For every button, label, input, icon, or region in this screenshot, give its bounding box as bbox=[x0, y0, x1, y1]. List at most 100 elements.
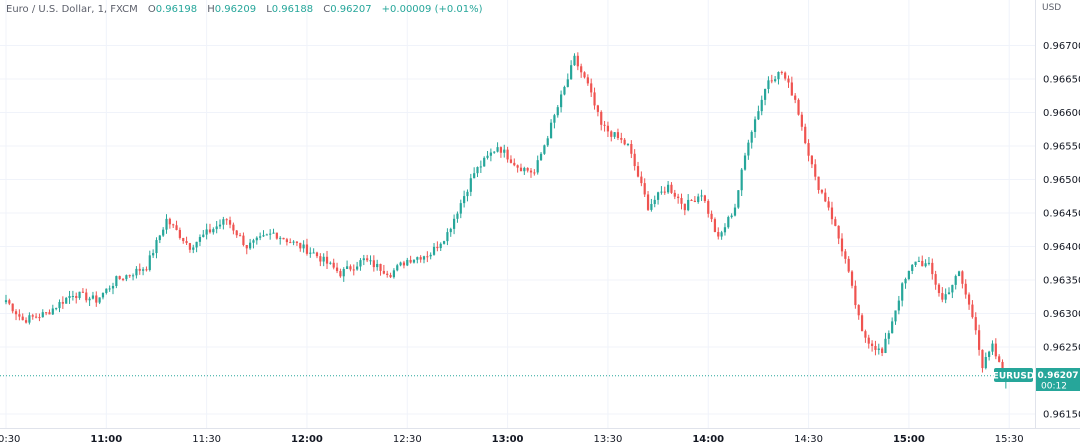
candle[interactable] bbox=[436, 241, 439, 252]
candle[interactable] bbox=[429, 252, 432, 260]
candle[interactable] bbox=[312, 248, 315, 254]
candle[interactable] bbox=[794, 93, 797, 104]
candle[interactable] bbox=[603, 120, 606, 132]
candle[interactable] bbox=[881, 347, 884, 357]
candle[interactable] bbox=[249, 238, 252, 250]
candle[interactable] bbox=[131, 273, 135, 281]
candle[interactable] bbox=[840, 233, 844, 257]
candle[interactable] bbox=[479, 160, 482, 173]
candle[interactable] bbox=[921, 255, 924, 267]
time-axis-ticks[interactable]: 10:30 11:00 11:30 12:00 12:30 13:00 13:30 14:00… bbox=[0, 434, 1080, 445]
candle[interactable] bbox=[412, 259, 416, 264]
candle[interactable] bbox=[319, 253, 322, 267]
candle[interactable] bbox=[650, 198, 653, 212]
candle[interactable] bbox=[51, 304, 54, 315]
candle[interactable] bbox=[135, 266, 138, 279]
candle[interactable] bbox=[981, 349, 984, 373]
candle[interactable] bbox=[38, 313, 41, 322]
candle[interactable] bbox=[111, 282, 115, 295]
candle[interactable] bbox=[369, 255, 372, 265]
candle[interactable] bbox=[596, 104, 599, 117]
candle[interactable] bbox=[359, 258, 362, 271]
candle[interactable] bbox=[713, 217, 717, 233]
candle[interactable] bbox=[656, 191, 660, 205]
candle[interactable] bbox=[636, 161, 640, 178]
candle[interactable] bbox=[924, 259, 927, 268]
candle[interactable] bbox=[34, 313, 38, 319]
candle[interactable] bbox=[292, 240, 295, 246]
candle[interactable] bbox=[178, 227, 181, 240]
candle[interactable] bbox=[85, 288, 88, 303]
candle[interactable] bbox=[98, 297, 101, 305]
candle[interactable] bbox=[590, 78, 593, 98]
candle[interactable] bbox=[680, 193, 683, 210]
candle[interactable] bbox=[345, 260, 349, 270]
candle[interactable] bbox=[466, 189, 469, 202]
candle[interactable] bbox=[974, 312, 977, 335]
candle[interactable] bbox=[402, 260, 406, 269]
candle[interactable] bbox=[750, 130, 753, 149]
candle[interactable] bbox=[573, 53, 576, 66]
candle[interactable] bbox=[372, 255, 375, 272]
candle[interactable] bbox=[222, 216, 225, 230]
candle[interactable] bbox=[526, 167, 529, 173]
candle[interactable] bbox=[894, 310, 897, 325]
candle[interactable] bbox=[71, 290, 74, 301]
candle[interactable] bbox=[322, 253, 325, 267]
candle[interactable] bbox=[339, 268, 342, 278]
candle[interactable] bbox=[61, 296, 64, 309]
candle[interactable] bbox=[824, 188, 827, 203]
candle[interactable] bbox=[255, 236, 258, 245]
candle[interactable] bbox=[600, 110, 603, 131]
candle[interactable] bbox=[790, 76, 793, 96]
candle[interactable] bbox=[148, 250, 151, 272]
candle[interactable] bbox=[740, 167, 743, 197]
candle[interactable] bbox=[867, 334, 870, 349]
candle[interactable] bbox=[533, 169, 536, 176]
candle[interactable] bbox=[687, 194, 690, 212]
candle[interactable] bbox=[897, 295, 900, 315]
candle[interactable] bbox=[419, 255, 422, 263]
candle[interactable] bbox=[285, 237, 288, 246]
candle[interactable] bbox=[864, 329, 867, 343]
candle[interactable] bbox=[225, 218, 228, 225]
candle[interactable] bbox=[342, 267, 345, 282]
candle[interactable] bbox=[854, 280, 857, 309]
candle[interactable] bbox=[800, 111, 803, 131]
candle[interactable] bbox=[172, 223, 175, 229]
candle[interactable] bbox=[439, 242, 442, 251]
candle[interactable] bbox=[984, 352, 987, 370]
candle[interactable] bbox=[138, 263, 141, 275]
candle[interactable] bbox=[850, 270, 854, 289]
candle[interactable] bbox=[536, 155, 539, 175]
candle[interactable] bbox=[610, 130, 613, 142]
candle[interactable] bbox=[108, 285, 111, 292]
candle[interactable] bbox=[289, 238, 292, 244]
candle[interactable] bbox=[901, 282, 904, 307]
candle[interactable] bbox=[476, 166, 479, 178]
candle[interactable] bbox=[212, 227, 215, 235]
candle[interactable] bbox=[633, 149, 636, 171]
candle[interactable] bbox=[616, 128, 620, 141]
candle[interactable] bbox=[463, 190, 466, 208]
candle[interactable] bbox=[386, 270, 389, 278]
candle[interactable] bbox=[944, 288, 947, 304]
candle[interactable] bbox=[891, 317, 894, 334]
candle[interactable] bbox=[971, 300, 974, 319]
candle[interactable] bbox=[904, 277, 907, 289]
candle[interactable] bbox=[242, 232, 245, 247]
candle[interactable] bbox=[870, 340, 874, 352]
candle[interactable] bbox=[560, 90, 563, 113]
candle[interactable] bbox=[513, 158, 516, 167]
candle[interactable] bbox=[860, 313, 864, 332]
candle[interactable] bbox=[820, 189, 824, 195]
candle[interactable] bbox=[45, 312, 48, 316]
candle[interactable] bbox=[623, 137, 626, 146]
candle[interactable] bbox=[643, 178, 646, 197]
candle[interactable] bbox=[416, 256, 419, 264]
candle[interactable] bbox=[743, 152, 747, 171]
candle[interactable] bbox=[389, 272, 392, 279]
candle[interactable] bbox=[232, 222, 235, 235]
candle[interactable] bbox=[238, 232, 242, 237]
candle[interactable] bbox=[165, 214, 168, 234]
